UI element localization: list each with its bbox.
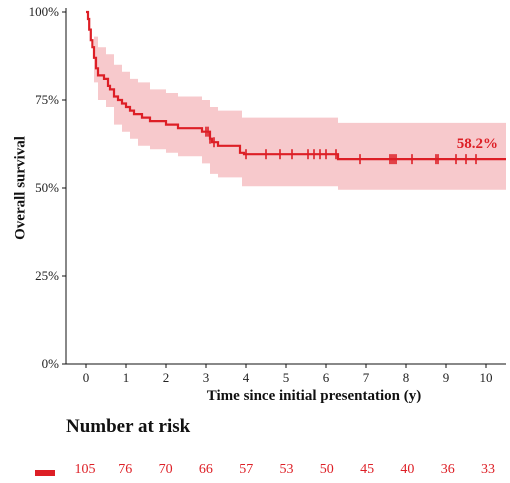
risk-count: 57 <box>239 462 254 477</box>
x-tick-label: 1 <box>123 370 130 385</box>
x-tick-label: 8 <box>403 370 410 385</box>
y-tick-label: 25% <box>35 268 59 283</box>
x-tick-label: 10 <box>480 370 493 385</box>
risk-count: 33 <box>481 462 495 477</box>
y-tick-label: 100% <box>29 4 60 19</box>
x-tick-label: 5 <box>283 370 290 385</box>
x-tick-label: 4 <box>243 370 250 385</box>
y-tick-label: 75% <box>35 92 59 107</box>
x-axis-ticks: 0 1 2 3 4 5 6 7 8 9 10 <box>83 364 493 385</box>
x-tick-label: 7 <box>363 370 370 385</box>
x-tick-label: 2 <box>163 370 170 385</box>
risk-count: 36 <box>440 462 455 477</box>
risk-legend-swatch <box>35 470 55 476</box>
confidence-band-layer <box>86 12 506 190</box>
x-axis-title: Time since initial presentation (y) <box>207 388 421 404</box>
x-tick-label: 3 <box>203 370 210 385</box>
risk-count: 76 <box>118 462 133 477</box>
censor-marks-layer <box>205 126 477 165</box>
x-tick-label: 6 <box>323 370 330 385</box>
x-tick-label: 0 <box>83 370 90 385</box>
survival-curve <box>86 10 506 161</box>
risk-count: 66 <box>198 462 213 477</box>
survival-annotation: 58.2% <box>457 136 498 152</box>
x-tick-label: 9 <box>443 370 450 385</box>
risk-count: 53 <box>279 462 294 477</box>
risk-count: 45 <box>360 462 375 477</box>
confidence-band <box>86 12 506 190</box>
risk-count: 50 <box>319 462 334 477</box>
y-tick-label: 0% <box>42 356 60 371</box>
risk-count: 40 <box>400 462 415 477</box>
survival-chart: 0% 25% 50% 75% 100% 0 1 2 3 4 5 6 7 8 9 10 58.2% Time … <box>12 4 506 404</box>
y-axis-title: Overall survival <box>12 136 28 240</box>
risk-table-row: 105 76 70 66 57 53 50 45 40 36 33 <box>0 462 510 482</box>
risk-count: 105 <box>74 462 96 477</box>
risk-count: 70 <box>158 462 173 477</box>
y-axis-ticks: 0% 25% 50% 75% 100% <box>29 4 66 371</box>
y-tick-label: 50% <box>35 180 59 195</box>
risk-table-title: Number at risk <box>66 416 191 437</box>
survival-curve-layer <box>86 10 506 161</box>
